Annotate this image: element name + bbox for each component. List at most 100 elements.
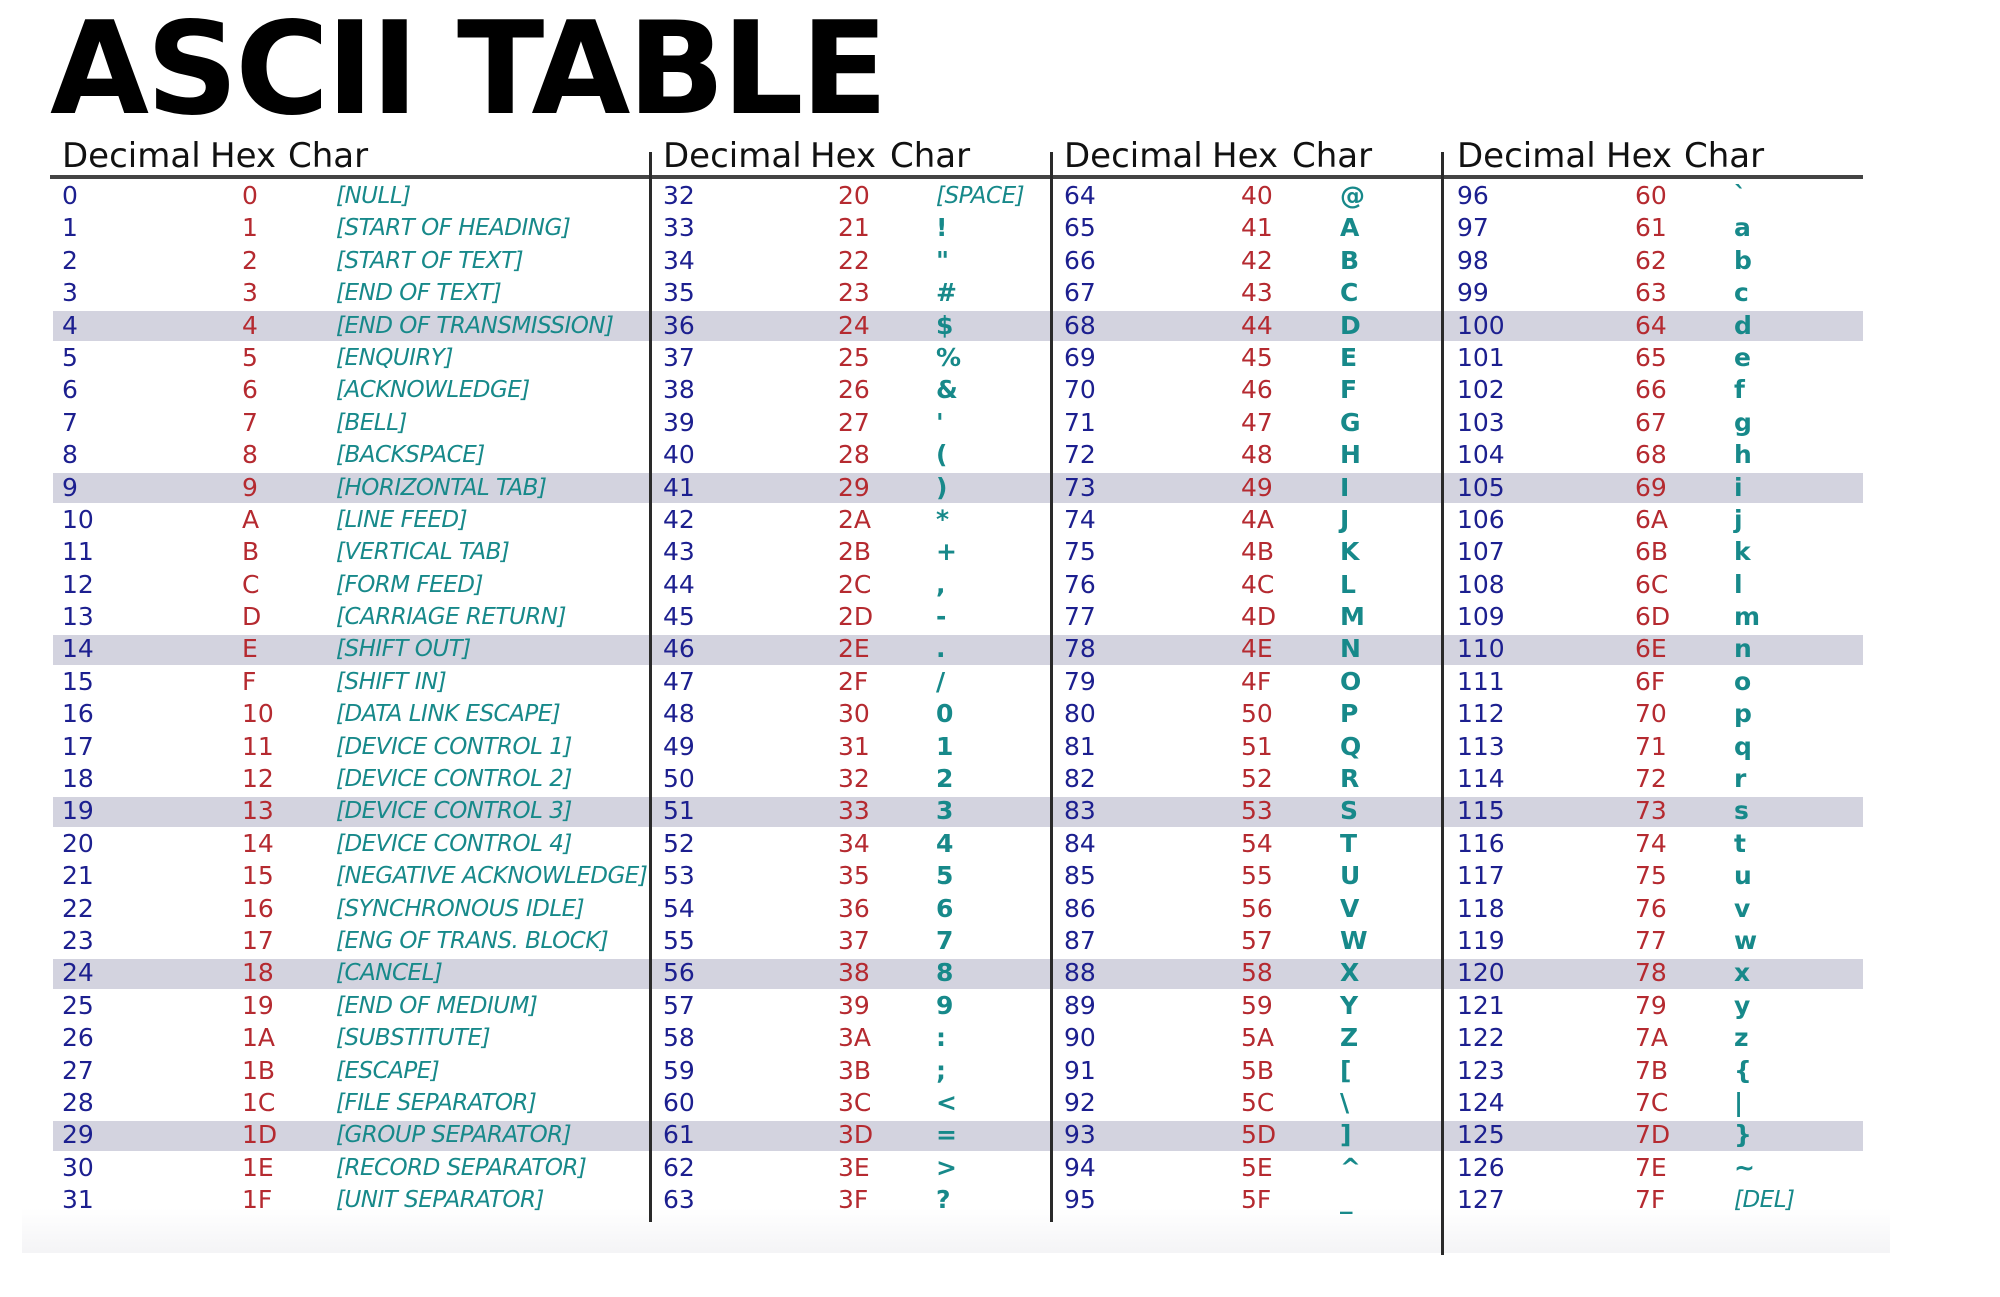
char-value: (: [936, 440, 948, 470]
hex-value: 12: [242, 764, 274, 794]
decimal-value: 74: [1064, 504, 1096, 534]
hex-value: 50: [1241, 699, 1273, 729]
hex-value: 45: [1241, 342, 1273, 372]
hex-value: 23: [838, 278, 870, 308]
hex-value: 18: [242, 958, 274, 988]
hex-value: 37: [838, 925, 870, 955]
hex-value: 5F: [1241, 1185, 1272, 1215]
decimal-value: 76: [1064, 569, 1096, 599]
decimal-value: 21: [62, 861, 94, 891]
decimal-value: 108: [1457, 569, 1505, 599]
hex-value: 58: [1241, 958, 1273, 988]
char-value: E: [1340, 342, 1358, 372]
hex-value: 3E: [838, 1152, 870, 1182]
decimal-value: 127: [1457, 1185, 1505, 1215]
decimal-value: 40: [663, 440, 695, 470]
char-value: U: [1340, 861, 1361, 891]
char-value: [ESCAPE]: [336, 1057, 440, 1084]
hex-value: 1B: [242, 1055, 276, 1085]
char-value: ): [936, 472, 948, 502]
hex-value: 47: [1241, 407, 1273, 437]
decimal-value: 115: [1457, 796, 1505, 826]
hex-value: 27: [838, 407, 870, 437]
decimal-value: 71: [1064, 407, 1096, 437]
decimal-value: 126: [1457, 1152, 1505, 1182]
char-value: B: [1340, 245, 1360, 275]
hex-value: 57: [1241, 925, 1273, 955]
decimal-value: 18: [62, 764, 94, 794]
char-value: h: [1734, 440, 1752, 470]
header-rule: [50, 175, 1863, 179]
char-value: n: [1734, 634, 1752, 664]
char-value: ^: [1340, 1152, 1361, 1182]
decimal-value: 78: [1064, 634, 1096, 664]
column-divider: [1050, 152, 1053, 1222]
hex-value: 4: [242, 310, 258, 340]
decimal-value: 125: [1457, 1120, 1505, 1150]
char-value: \: [1340, 1087, 1350, 1117]
char-value: j: [1734, 504, 1743, 534]
decimal-value: 17: [62, 731, 94, 761]
char-value: :: [936, 1023, 946, 1053]
hex-value: 3F: [838, 1185, 869, 1215]
char-value: [DEVICE CONTROL 1]: [336, 733, 572, 760]
hex-value: 7D: [1635, 1120, 1671, 1150]
char-value: [SHIFT OUT]: [336, 636, 471, 663]
decimal-value: 12: [62, 569, 94, 599]
char-value: .: [936, 634, 946, 664]
hex-value: 35: [838, 861, 870, 891]
char-value: D: [1340, 310, 1361, 340]
decimal-value: 38: [663, 375, 695, 405]
char-value: 9: [936, 990, 954, 1020]
hex-value: 43: [1241, 278, 1273, 308]
char-value: +: [936, 537, 957, 567]
hex-value: 6E: [1635, 634, 1667, 664]
decimal-value: 20: [62, 828, 94, 858]
hex-value: 62: [1635, 245, 1667, 275]
hex-value: 48: [1241, 440, 1273, 470]
decimal-value: 68: [1064, 310, 1096, 340]
char-value: [ENQUIRY]: [336, 344, 453, 371]
decimal-value: 85: [1064, 861, 1096, 891]
char-value: *: [936, 504, 950, 534]
char-value: G: [1340, 407, 1361, 437]
header-decimal: Decimal: [1064, 136, 1203, 176]
char-value: z: [1734, 1023, 1749, 1053]
char-value: I: [1340, 472, 1350, 502]
hex-value: 70: [1635, 699, 1667, 729]
char-value: X: [1340, 958, 1360, 988]
decimal-value: 4: [62, 310, 78, 340]
char-value: A: [1340, 213, 1360, 243]
char-value: @: [1340, 181, 1365, 210]
char-value: S: [1340, 796, 1359, 826]
decimal-value: 118: [1457, 893, 1505, 923]
column-divider: [1441, 152, 1444, 1255]
char-value: [BELL]: [336, 409, 407, 436]
hex-value: 39: [838, 990, 870, 1020]
decimal-value: 30: [62, 1152, 94, 1182]
decimal-value: 14: [62, 634, 94, 664]
hex-value: 5: [242, 342, 258, 372]
char-value: [DEVICE CONTROL 3]: [336, 798, 572, 825]
hex-value: 2D: [838, 602, 874, 632]
hex-value: 49: [1241, 472, 1273, 502]
hex-value: 0: [242, 181, 258, 210]
decimal-value: 22: [62, 893, 94, 923]
hex-value: 14: [242, 828, 274, 858]
hex-value: 2E: [838, 634, 870, 664]
char-value: ?: [936, 1185, 951, 1215]
decimal-value: 52: [663, 828, 695, 858]
char-value: %: [936, 342, 962, 372]
decimal-value: 122: [1457, 1023, 1505, 1053]
char-value: m: [1734, 602, 1761, 632]
char-value: [DATA LINK ESCAPE]: [336, 701, 561, 728]
decimal-value: 55: [663, 925, 695, 955]
char-value: e: [1734, 342, 1751, 372]
decimal-value: 81: [1064, 731, 1096, 761]
hex-value: 2: [242, 245, 258, 275]
hex-value: B: [242, 537, 260, 567]
char-value: [FILE SEPARATOR]: [336, 1089, 537, 1116]
decimal-value: 62: [663, 1152, 695, 1182]
char-value: ": [936, 245, 950, 275]
char-value: [CANCEL]: [336, 960, 443, 987]
